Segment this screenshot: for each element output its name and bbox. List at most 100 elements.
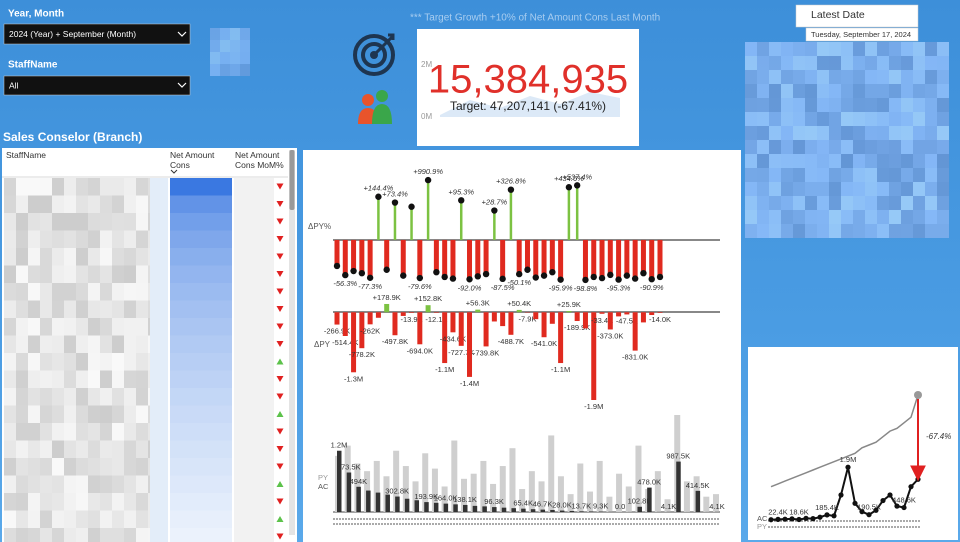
ac-bar (433, 502, 439, 512)
blurred-name (136, 213, 148, 231)
trend-icon (276, 463, 284, 470)
lollipop-head (350, 267, 357, 275)
blurred-name (64, 230, 76, 248)
blurred-block (230, 40, 240, 52)
ring (361, 42, 387, 68)
amount-cell (170, 318, 232, 336)
bar (425, 305, 431, 313)
trend-icon (276, 236, 284, 242)
dropdown[interactable]: All (3, 75, 191, 96)
blurred-block (769, 112, 781, 126)
amount-cell (170, 388, 232, 406)
blurred-name (136, 178, 148, 196)
blurred-name (124, 248, 136, 266)
dropdown-value[interactable]: 2024 (Year) + September (Month) (9, 29, 136, 39)
blurred-block (745, 182, 757, 196)
ac-bar (414, 500, 420, 512)
blurred-block (889, 56, 901, 70)
data-label: +25.9K (557, 300, 581, 309)
blurred-cell (234, 370, 274, 388)
sort-arrow[interactable] (170, 169, 178, 174)
lollipop (450, 239, 456, 279)
lollipop-head (491, 207, 498, 214)
blurred-block (805, 210, 817, 224)
data-label: -14.0K (649, 315, 671, 324)
blurred-block (757, 112, 769, 126)
column-header[interactable]: Net Amount Cons MoM% (235, 150, 284, 170)
blurred-name (4, 528, 16, 542)
ac-bar (492, 507, 497, 512)
dropdown-box[interactable] (3, 23, 191, 45)
blurred-name (52, 248, 64, 266)
lollipop (359, 239, 365, 274)
blurred-cell (234, 475, 274, 493)
blurred-name (28, 458, 40, 476)
blurred-name (136, 300, 148, 318)
ac-point (768, 517, 774, 523)
blurred-name (64, 178, 76, 196)
lollipop-head (524, 266, 531, 273)
py-bar (567, 494, 574, 512)
column-header[interactable]: Net Amount Cons (170, 150, 215, 170)
blurred-name (124, 510, 136, 528)
blurred-block (793, 154, 805, 168)
py-bar (490, 483, 497, 512)
blurred-block (889, 98, 901, 112)
blurred-block (841, 126, 853, 140)
blurred-block (793, 56, 805, 70)
bar (384, 303, 390, 313)
blurred-block (769, 70, 781, 84)
blurred-name (4, 335, 16, 353)
dropdown[interactable]: 2024 (Year) + September (Month) (3, 23, 191, 45)
blurred-block (853, 112, 865, 126)
scroll-thumb[interactable] (289, 150, 295, 210)
blurred-block (877, 70, 889, 84)
blurred-block (937, 126, 949, 140)
dropdown-value[interactable]: All (9, 80, 19, 90)
lollipop-head (648, 275, 655, 283)
blurred-name (28, 493, 40, 511)
blurred-block (745, 196, 757, 210)
amount-cell (170, 405, 232, 423)
blurred-name (124, 335, 136, 353)
ac-line (770, 466, 919, 521)
blurred-block (781, 98, 793, 112)
ac-point (796, 516, 802, 523)
blurred-name (40, 510, 52, 528)
chevron[interactable] (177, 31, 187, 37)
data-label: 9.3K (593, 502, 608, 511)
blurred-name (64, 213, 76, 231)
blurred-name (4, 283, 16, 301)
blurred-name (100, 265, 112, 283)
blurred-name (16, 300, 28, 318)
data-label: +537.4% (562, 172, 592, 181)
blurred-name (124, 283, 136, 301)
kpi-axis-label: 2M (421, 60, 432, 69)
lollipop-head (573, 182, 581, 189)
data-label: -434.6K (440, 334, 466, 343)
blurred-block (829, 210, 841, 224)
bar (508, 312, 514, 335)
bar (417, 312, 423, 345)
amount-cell (170, 423, 232, 441)
lollipop-head (391, 199, 399, 206)
data-label: -266.9K (324, 327, 350, 336)
dropdown-box[interactable] (3, 75, 191, 96)
blurred-block (877, 210, 889, 224)
column-header[interactable]: StaffName (6, 150, 47, 160)
blurred-name (4, 510, 16, 528)
blurred-block (901, 182, 913, 196)
blurred-block (925, 182, 937, 196)
bar (475, 309, 481, 313)
bar (582, 312, 588, 329)
blurred-name (4, 388, 16, 406)
data-label: -541.0K (531, 339, 557, 348)
lollipop-head (441, 273, 448, 281)
ac-point (838, 492, 844, 498)
scrollbar[interactable] (289, 150, 295, 535)
py-bar (654, 471, 661, 512)
blurred-block (230, 64, 240, 76)
chevron[interactable] (177, 82, 187, 88)
blurred-name (4, 230, 16, 248)
blurred-name (112, 300, 124, 318)
